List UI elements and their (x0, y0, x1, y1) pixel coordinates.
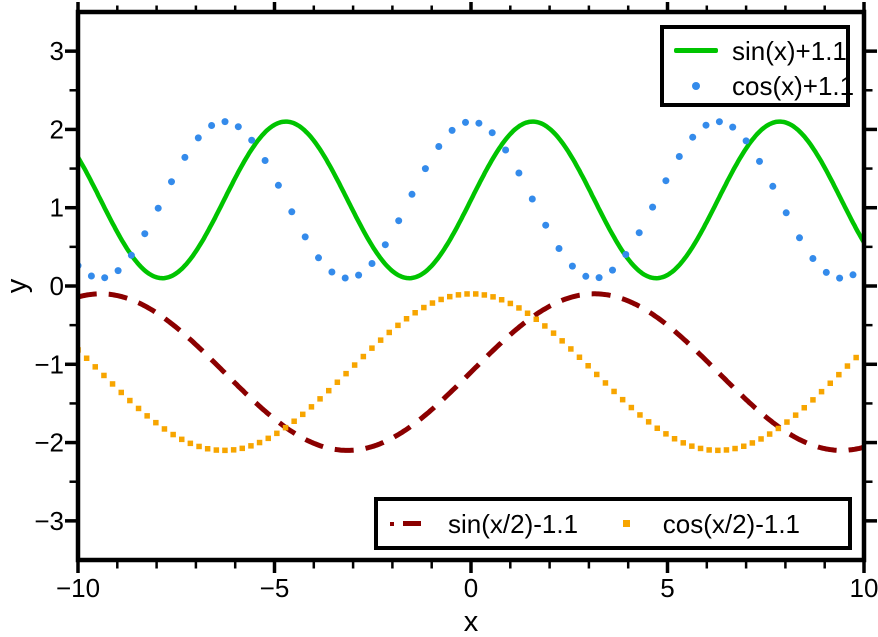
legend-entry-cos-x-over-2: cos(x/2)-1.1 (605, 511, 800, 537)
x-axis-label: x (464, 606, 479, 637)
legend-label: sin(x/2)-1.1 (448, 508, 579, 539)
legend-label: sin(x)+1.1 (732, 35, 847, 66)
x-tick-label: 0 (464, 573, 478, 603)
x-tick-label: 10 (850, 573, 878, 603)
curve-cos-x-over-2 (80, 291, 859, 454)
y-tick-label: −2 (34, 428, 64, 458)
plot-frame (75, 9, 867, 563)
legend-swatch-sin-x-over-2 (390, 521, 434, 526)
legend-label: cos(x)+1.1 (732, 70, 855, 101)
curve-cos-x (80, 118, 857, 282)
y-tick-label: 0 (50, 271, 64, 301)
legend-swatch-cos-x (674, 81, 718, 90)
square-marker-swatch-icon (623, 520, 631, 527)
plot-curves (80, 118, 862, 454)
y-tick-label: 1 (50, 193, 64, 223)
legend-entry-sin-x: sin(x)+1.1 (674, 33, 847, 68)
legend-swatch-cos-x-over-2 (605, 520, 649, 527)
y-axis-label: y (1, 278, 33, 293)
x-tick-label: −10 (56, 573, 100, 603)
curve-sin-x-over-2 (80, 291, 862, 453)
dashed-line-swatch-icon (403, 521, 421, 526)
legend-label: cos(x/2)-1.1 (662, 508, 800, 539)
solid-line-swatch-icon (674, 48, 718, 53)
legend-entry-sin-x-over-2: sin(x/2)-1.1 (390, 511, 578, 537)
curve-sin-x (80, 119, 862, 281)
y-tick-label: 3 (50, 36, 64, 66)
dash-fragment-icon (390, 521, 394, 526)
legend-entry-cos-x: cos(x)+1.1 (674, 68, 854, 103)
legend-top-right: sin(x)+1.1 cos(x)+1.1 (660, 25, 854, 107)
y-tick-label: −1 (34, 349, 64, 379)
x-tick-label: 5 (660, 573, 674, 603)
legend-swatch-sin-x (674, 48, 718, 53)
legend-bottom-center: sin(x/2)-1.1 cos(x/2)-1.1 (374, 497, 852, 550)
x-tick-label: −5 (260, 573, 290, 603)
y-tick-label: 2 (50, 114, 64, 144)
plot-frame-and-ticks (65, 2, 877, 573)
y-tick-label: −3 (34, 506, 64, 536)
dot-marker-swatch-icon (692, 81, 700, 90)
